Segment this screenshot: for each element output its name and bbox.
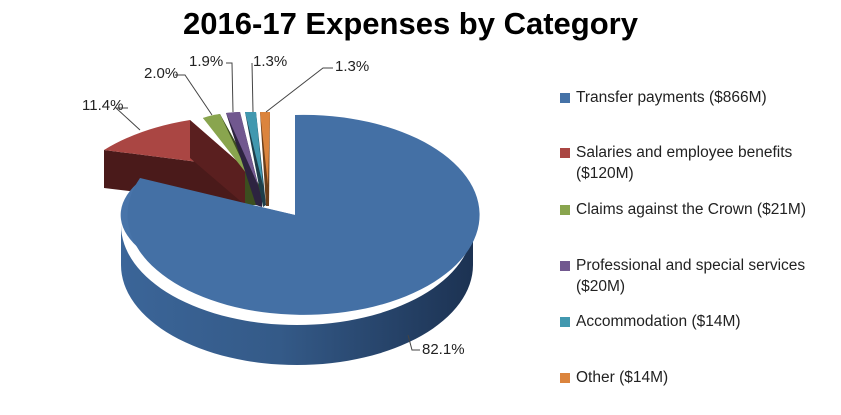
legend-item-claims[interactable]: Claims against the Crown ($21M) bbox=[560, 199, 826, 220]
legend-item-professional[interactable]: Professional and special services ($20M) bbox=[560, 255, 816, 297]
legend-item-accommodation[interactable]: Accommodation ($14M) bbox=[560, 311, 826, 332]
label-accommodation: 1.3% bbox=[253, 53, 288, 70]
label-salaries: 11.4% bbox=[82, 97, 124, 114]
legend-item-other[interactable]: Other ($14M) bbox=[560, 367, 826, 388]
legend-swatch-icon bbox=[560, 261, 570, 271]
legend-item-transfer[interactable]: Transfer payments ($866M) bbox=[560, 87, 826, 108]
label-other: 1.3% bbox=[335, 58, 370, 75]
leader-lines bbox=[114, 62, 420, 351]
legend-label: Other ($14M) bbox=[576, 369, 669, 386]
legend-label: Professional and special services ($20M) bbox=[576, 257, 806, 295]
chart-title: 2016-17 Expenses by Category bbox=[0, 6, 841, 42]
slice-other[interactable] bbox=[260, 112, 270, 206]
legend-item-salaries[interactable]: Salaries and employee benefits ($120M) bbox=[560, 142, 806, 184]
legend-swatch-icon bbox=[560, 205, 570, 215]
legend-label: Accommodation ($14M) bbox=[576, 313, 741, 330]
slice-professional[interactable] bbox=[226, 112, 262, 207]
slice-transfer[interactable] bbox=[120, 114, 480, 365]
legend-swatch-icon bbox=[560, 317, 570, 327]
label-professional: 1.9% bbox=[189, 53, 224, 70]
legend-swatch-icon bbox=[560, 93, 570, 103]
label-transfer: 82.1% bbox=[422, 341, 465, 358]
chart-title-text: 2016-17 Expenses by Category bbox=[183, 6, 638, 41]
slice-accommodation[interactable] bbox=[245, 112, 266, 207]
slice-claims[interactable] bbox=[203, 114, 262, 205]
legend-swatch-icon bbox=[560, 148, 570, 158]
legend-label: Claims against the Crown ($21M) bbox=[576, 201, 807, 218]
legend-label: Transfer payments ($866M) bbox=[576, 89, 767, 106]
legend-swatch-icon bbox=[560, 373, 570, 383]
label-claims: 2.0% bbox=[144, 65, 179, 82]
legend-label: Salaries and employee benefits ($120M) bbox=[576, 144, 793, 182]
